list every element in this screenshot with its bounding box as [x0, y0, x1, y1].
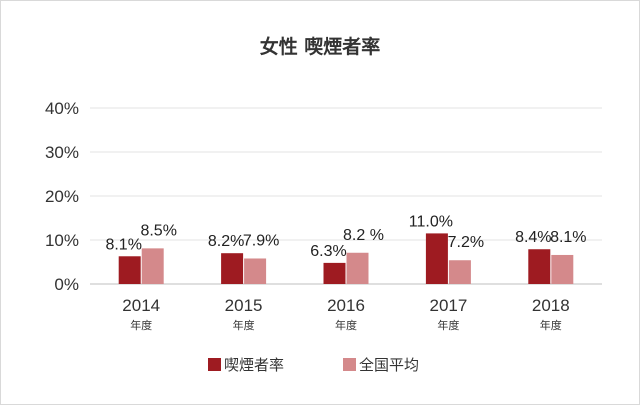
x-tick-label: 2018	[532, 296, 570, 315]
data-label: 8.1%	[550, 229, 586, 246]
bar-national-average	[551, 254, 574, 284]
y-tick-label: 20%	[45, 187, 79, 206]
data-label: 11.0%	[409, 213, 453, 230]
x-tick-label: 2014	[122, 296, 160, 315]
y-tick-label: 30%	[45, 143, 79, 162]
data-label: 7.2%	[448, 234, 484, 251]
data-label: 7.9%	[243, 232, 279, 249]
data-label: 8.4%	[515, 229, 551, 246]
legend-label: 喫煙者率	[224, 356, 284, 374]
y-tick-label: 10%	[45, 231, 79, 250]
bar-smoking-rate	[425, 233, 448, 284]
x-tick-sublabel: 年度	[130, 318, 152, 332]
x-tick-sublabel: 年度	[233, 318, 255, 332]
legend-swatch	[208, 358, 221, 371]
x-tick-sublabel: 年度	[540, 318, 562, 332]
data-label: 8.5%	[140, 222, 176, 239]
legend-swatch	[343, 358, 356, 371]
x-tick-label: 2015	[225, 296, 263, 315]
x-tick-label: 2016	[327, 296, 365, 315]
x-tick-label: 2017	[429, 296, 467, 315]
x-tick-sublabel: 年度	[437, 318, 459, 332]
x-tick-sublabel: 年度	[335, 318, 357, 332]
y-tick-label: 40%	[45, 99, 79, 118]
data-label: 8.1%	[105, 236, 141, 253]
bar-national-average	[448, 260, 471, 284]
bar-smoking-rate	[221, 253, 244, 284]
data-label: 8.2%	[208, 233, 244, 250]
bar-national-average	[244, 258, 267, 284]
bar-national-average	[346, 252, 369, 284]
bar-smoking-rate	[323, 262, 346, 284]
bar-national-average	[141, 248, 164, 284]
chart-title: 女性 喫煙者率	[260, 35, 381, 58]
legend-label: 全国平均	[359, 356, 419, 374]
bar-smoking-rate	[528, 249, 551, 284]
bar-smoking-rate	[118, 256, 141, 284]
y-tick-label: 0%	[54, 275, 79, 294]
data-label: 6.3%	[310, 243, 346, 260]
data-label: 8.2 %	[343, 227, 384, 244]
